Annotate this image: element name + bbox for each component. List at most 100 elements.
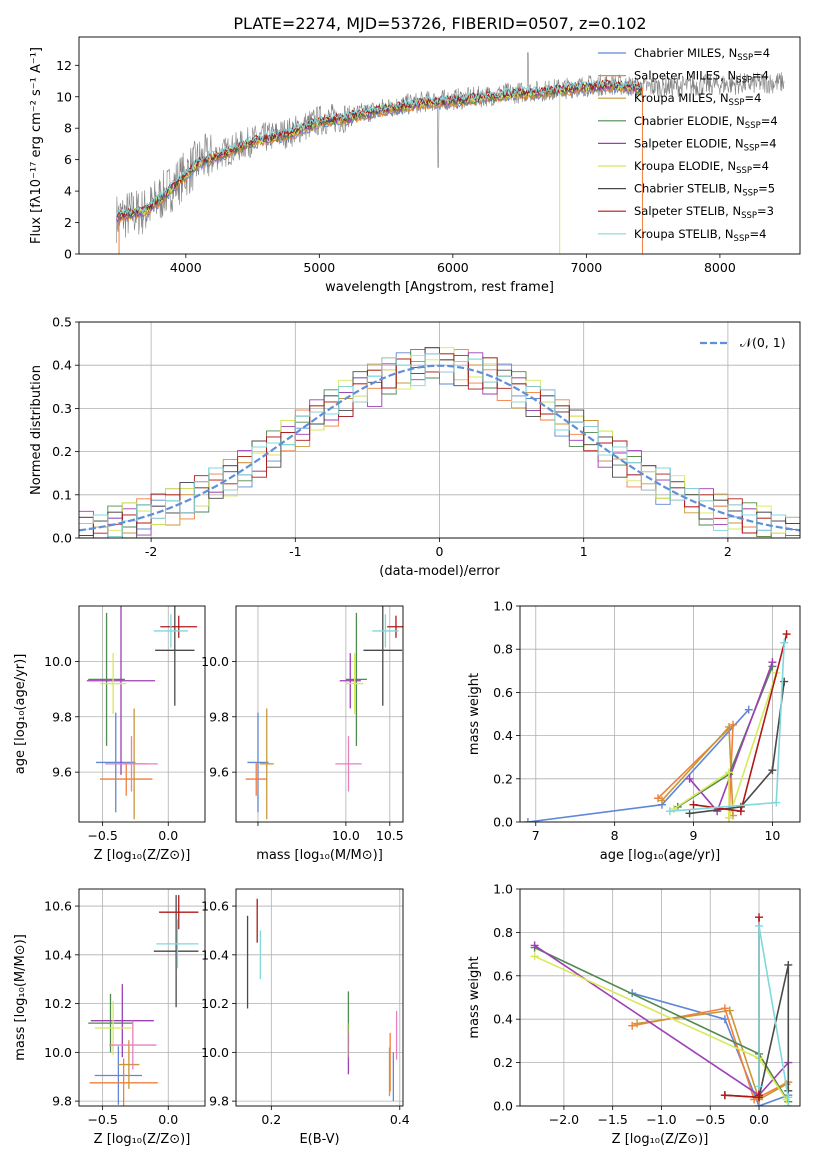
ebv_mass-ytick-label: 10.2 <box>201 996 229 1011</box>
spectrum-plot-area <box>115 52 785 254</box>
z_weight-ytick-label: 0.2 <box>493 1055 513 1070</box>
ebv_mass-xlabel: E(B-V) <box>299 1132 339 1147</box>
age_weight-ytick-label: 1.0 <box>493 599 513 614</box>
z_age-plot-area <box>86 606 198 820</box>
z_mass-ytick-label: 10.2 <box>44 996 72 1011</box>
z_age-frame <box>78 605 206 823</box>
z_weight-xtick-label: 0.0 <box>749 1112 769 1127</box>
age_weight-marker-salpeter_stelib <box>689 800 698 809</box>
mass_age-xlabel: mass [log₁₀(M/M⊙)] <box>256 848 383 863</box>
age_weight-marker-salpeter_stelib <box>736 807 745 816</box>
age_weight-ytick-label: 0.4 <box>493 728 513 743</box>
age_weight-xtick-label: 7 <box>532 828 540 843</box>
z_mass-axes: −0.5 0.0 9.8 10.0 10.2 10.4 10.6 Z [log₁₀(Z/Z⊙)… <box>13 888 206 1147</box>
z_age-ytick-label: 9.6 <box>52 765 72 780</box>
age_weight-xtick-label: 10 <box>764 828 780 843</box>
ebv_mass-axes: 0.2 0.4 9.8 10.0 10.2 10.4 10.6 E(B-V) <box>201 888 410 1147</box>
age_weight-ytick-label: 0.0 <box>493 815 513 830</box>
z_age-ytick-label: 10.0 <box>44 654 72 669</box>
z_weight-marker-kroupa_stelib <box>755 1082 764 1091</box>
legend-label-tail: =4 <box>752 159 769 173</box>
mass_age-axes: 10.0 10.5 9.6 9.8 10.0 mass [log₁₀(M/M⊙)] <box>201 605 404 863</box>
residuals-ytick-label: 0.3 <box>52 401 72 416</box>
z_mass-ytick-label: 10.0 <box>44 1045 72 1060</box>
z_mass-frame <box>78 888 206 1107</box>
legend-label-tail: =3 <box>757 204 774 218</box>
legend-label-sub: SSP <box>741 211 757 221</box>
age_weight-axes: 7 8 9 10 0.0 0.2 0.4 0.6 0.8 1.0 age [log₁₀(age/yr… <box>467 599 801 863</box>
histogram-kroupa_stelib <box>79 353 800 537</box>
legend-label-kroupa_stelib: Kroupa STELIB, NSSP=4 <box>634 227 766 244</box>
z_mass-ytick-label: 10.6 <box>44 899 72 914</box>
z_weight-ytick-label: 0.0 <box>493 1099 513 1114</box>
mass_age-ytick-label: 9.8 <box>209 709 229 724</box>
age_weight-marker-salpeter_elodie <box>768 658 777 667</box>
age_weight-xtick-label: 9 <box>690 828 698 843</box>
spectrum-legend: Chabrier MILES, NSSP=4 Salpeter MILES, NS… <box>598 46 778 244</box>
spectrum-ytick-label: 8 <box>64 121 72 136</box>
mass_age-plot-area <box>245 606 403 820</box>
panels: 4000 5000 6000 7000 8000024681012wavelength … <box>13 36 801 1147</box>
legend-label-sub: SSP <box>744 143 760 153</box>
z_weight-xtick-label: −1.0 <box>646 1112 676 1127</box>
z_weight-ytick-label: 0.8 <box>493 925 513 940</box>
legend-label-sub: SSP <box>737 53 753 63</box>
z_age-xtick-label: −0.5 <box>87 828 117 843</box>
age_weight-xtick-label: 8 <box>611 828 619 843</box>
spectrum-ylabel: Flux [fλ10⁻¹⁷ erg cm⁻² s⁻¹ A⁻¹] <box>29 47 44 244</box>
legend-label-tail: =4 <box>753 46 770 60</box>
mass_age-frame <box>235 605 404 823</box>
spectrum-xtick-label: 5000 <box>303 260 335 275</box>
residuals-xtick-label: 0 <box>436 544 444 559</box>
spectrum-model-chabrier_stelib <box>116 79 643 220</box>
spectrum-ytick-label: 2 <box>64 215 72 230</box>
legend-label-chabrier_elodie: Chabrier ELODIE, NSSP=4 <box>634 114 778 131</box>
z_weight-xlabel: Z [log₁₀(Z/Z⊙)] <box>612 1132 709 1147</box>
z_mass-ylabel: mass [log₁₀(M/M⊙)] <box>13 934 28 1061</box>
age_weight-marker-kroupa_miles <box>725 722 734 731</box>
age_weight-ytick-label: 0.8 <box>493 642 513 657</box>
residuals-axes: -2 -1 0 1 2 0.0 0.1 0.2 0.3 0.4 0.5 (data-model)/er… <box>29 315 801 579</box>
age_weight-plot-area <box>523 630 791 822</box>
age_weight-marker-chabrier_miles <box>744 705 753 714</box>
z_weight-frame <box>519 888 801 1107</box>
spectrum-xtick-label: 7000 <box>570 260 602 275</box>
ebv_mass-plot-area <box>246 898 398 1102</box>
z_weight-plot-area <box>530 913 793 1106</box>
z_age-xlabel: Z [log₁₀(Z/Z⊙)] <box>94 848 191 863</box>
residuals-ytick-label: 0.1 <box>52 487 72 502</box>
z_weight-ytick-label: 0.6 <box>493 968 513 983</box>
figure-title: PLATE=2274, MJD=53726, FIBERID=0507, z=0… <box>233 14 646 33</box>
z_weight-marker-chabrier_stelib <box>784 960 793 969</box>
age_weight-marker-salpeter_elodie <box>685 774 694 783</box>
age_weight-marker-kroupa_elodie <box>725 768 734 777</box>
z_weight-marker-kroupa_stelib <box>784 1102 793 1106</box>
age_weight-marker-kroupa_stelib <box>772 798 781 807</box>
z_weight-xtick-label: −2.0 <box>549 1112 579 1127</box>
spectrum-ytick-label: 12 <box>56 58 72 73</box>
z_mass-plot-area <box>88 895 199 1106</box>
spectrum-model-kroupa_stelib <box>115 79 643 217</box>
z_weight-marker-salpeter_elodie <box>530 941 539 950</box>
age_weight-marker-kroupa_elodie <box>725 813 734 822</box>
z_age-xtick-label: 0.0 <box>158 828 178 843</box>
age_weight-xlabel: age [log₁₀(age/yr)] <box>600 848 721 863</box>
z_weight-marker-salpeter_stelib <box>755 913 764 922</box>
z_mass-ytick-label: 9.8 <box>52 1094 72 1109</box>
spectrum-model-salpeter_stelib <box>115 79 643 218</box>
z_weight-ylabel: mass weight <box>467 956 482 1038</box>
normal-curve <box>79 364 800 532</box>
ebv_mass-ytick-label: 10.0 <box>201 1045 229 1060</box>
legend-label-salpeter_miles: Salpeter MILES, NSSP=4 <box>634 69 769 86</box>
z_mass-xtick-label: 0.0 <box>158 1112 178 1127</box>
legend-label-salpeter_stelib: Salpeter STELIB, NSSP=3 <box>634 204 774 221</box>
legend-label-tail: =4 <box>744 91 761 105</box>
z_weight-marker-kroupa_miles <box>725 1006 734 1015</box>
spectrum-model-kroupa_elodie <box>115 80 643 221</box>
legend-label-tail: =4 <box>761 114 778 128</box>
spectrum-ytick-label: 0 <box>64 247 72 262</box>
residuals-xtick-label: -1 <box>289 544 301 559</box>
residuals-frame <box>78 321 801 539</box>
mass_age-xtick-label: 10.5 <box>376 828 404 843</box>
age_weight-marker-kroupa_miles <box>657 796 666 805</box>
